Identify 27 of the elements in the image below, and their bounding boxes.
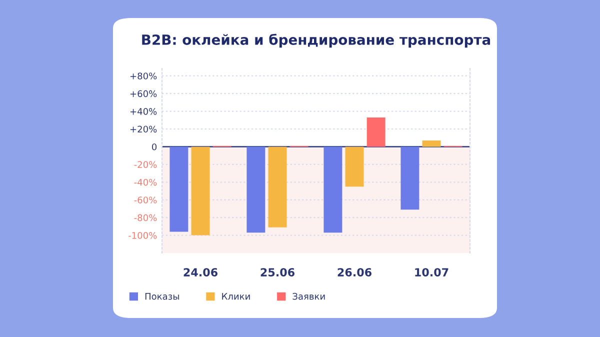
bar [400, 146, 420, 210]
bar [170, 146, 188, 232]
legend-label: Клики [222, 293, 250, 300]
bar [366, 117, 386, 147]
bar [246, 146, 266, 233]
x-tick-label: 24.06 [184, 268, 218, 276]
y-tick-label: +80% [130, 72, 157, 80]
y-tick-label: 0 [152, 143, 157, 150]
y-tick-label: +60% [130, 90, 157, 98]
bar [345, 146, 364, 187]
bar [324, 146, 342, 233]
y-tick-label: -20% [134, 161, 157, 168]
x-tick-label: 26.06 [338, 268, 372, 276]
y-tick-label: -100% [128, 232, 157, 239]
y-tick-label: -60% [134, 196, 157, 204]
y-tick-label: +40% [130, 108, 157, 115]
y-tick-label: +20% [130, 126, 157, 133]
bar [422, 140, 441, 147]
y-tick-label: -80% [134, 214, 157, 222]
bar [191, 146, 210, 236]
chart-title: B2B: оклейка и брендирование транспорта [142, 34, 490, 48]
x-tick-label: 25.06 [260, 268, 294, 276]
x-tick-label: 10.07 [415, 268, 448, 276]
legend-label: Показы [145, 293, 179, 300]
bar [268, 146, 287, 228]
y-tick-label: -40% [134, 178, 157, 186]
legend-label: Заявки [292, 292, 325, 300]
